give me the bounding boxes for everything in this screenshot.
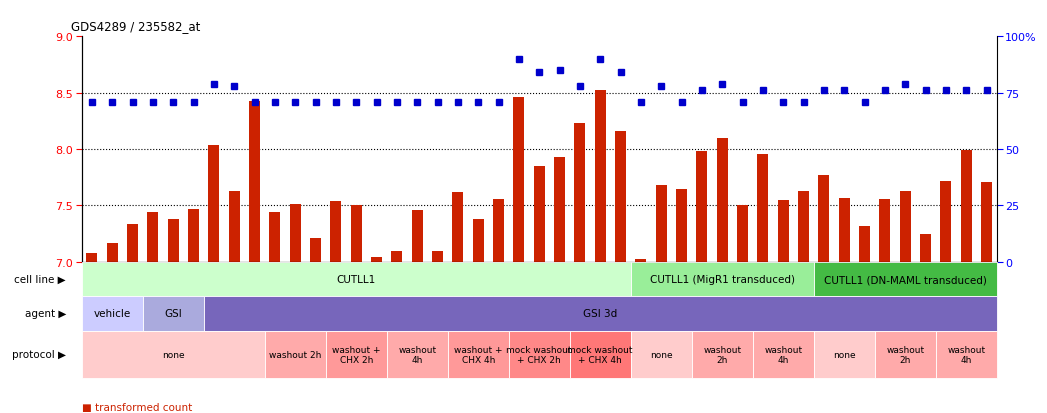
Bar — [86, 253, 97, 262]
Bar — [269, 213, 281, 262]
Text: washout +
CHX 2h: washout + CHX 2h — [332, 345, 380, 364]
Bar — [472, 219, 484, 262]
Text: washout +
CHX 4h: washout + CHX 4h — [454, 345, 503, 364]
Bar — [615, 132, 626, 262]
Text: CUTLL1: CUTLL1 — [336, 274, 376, 285]
Text: GDS4289 / 235582_at: GDS4289 / 235582_at — [71, 20, 201, 33]
Bar — [981, 183, 993, 262]
Bar — [493, 199, 504, 262]
Bar — [716, 138, 728, 262]
Bar — [798, 191, 809, 262]
Text: GSI 3d: GSI 3d — [583, 309, 618, 319]
Text: CUTLL1 (MigR1 transduced): CUTLL1 (MigR1 transduced) — [650, 274, 795, 285]
Bar — [778, 200, 788, 262]
Bar — [554, 158, 565, 262]
Bar — [107, 243, 117, 262]
Bar — [411, 211, 423, 262]
Text: agent ▶: agent ▶ — [24, 309, 66, 319]
Bar — [961, 151, 972, 262]
Bar — [351, 206, 362, 262]
Text: mock washout
+ CHX 4h: mock washout + CHX 4h — [567, 345, 633, 364]
Text: washout
4h: washout 4h — [948, 345, 985, 364]
Bar — [310, 239, 321, 262]
Bar — [940, 181, 952, 262]
Bar — [696, 152, 708, 262]
Bar — [208, 145, 220, 262]
Text: none: none — [162, 350, 184, 359]
Text: washout
2h: washout 2h — [704, 345, 741, 364]
Text: protocol ▶: protocol ▶ — [12, 349, 66, 360]
Bar — [595, 91, 606, 262]
Bar — [859, 226, 870, 262]
Bar — [534, 166, 544, 262]
Text: GSI: GSI — [164, 309, 182, 319]
Bar — [371, 258, 382, 262]
Text: ■ transformed count: ■ transformed count — [82, 402, 192, 412]
Bar — [228, 191, 240, 262]
Bar — [127, 224, 138, 262]
Bar — [392, 251, 402, 262]
Bar — [168, 219, 179, 262]
Bar — [148, 213, 158, 262]
Bar — [676, 189, 687, 262]
Text: mock washout
+ CHX 2h: mock washout + CHX 2h — [507, 345, 572, 364]
Bar — [575, 124, 585, 262]
Bar — [187, 209, 199, 262]
Text: washout
4h: washout 4h — [764, 345, 802, 364]
Bar — [757, 154, 768, 262]
Text: CUTLL1 (DN-MAML transduced): CUTLL1 (DN-MAML transduced) — [824, 274, 986, 285]
Text: none: none — [650, 350, 672, 359]
Text: washout
2h: washout 2h — [886, 345, 925, 364]
Text: none: none — [833, 350, 855, 359]
Text: washout 2h: washout 2h — [269, 350, 321, 359]
Bar — [737, 206, 749, 262]
Bar — [636, 259, 646, 262]
Bar — [432, 251, 443, 262]
Text: vehicle: vehicle — [93, 309, 131, 319]
Bar — [655, 186, 667, 262]
Bar — [330, 202, 341, 262]
Bar — [249, 101, 260, 262]
Bar — [513, 98, 525, 262]
Bar — [290, 205, 300, 262]
Bar — [899, 191, 911, 262]
Bar — [920, 234, 931, 262]
Bar — [819, 176, 829, 262]
Bar — [879, 199, 891, 262]
Text: washout
4h: washout 4h — [398, 345, 437, 364]
Bar — [452, 192, 464, 262]
Bar — [839, 198, 850, 262]
Text: cell line ▶: cell line ▶ — [15, 274, 66, 285]
